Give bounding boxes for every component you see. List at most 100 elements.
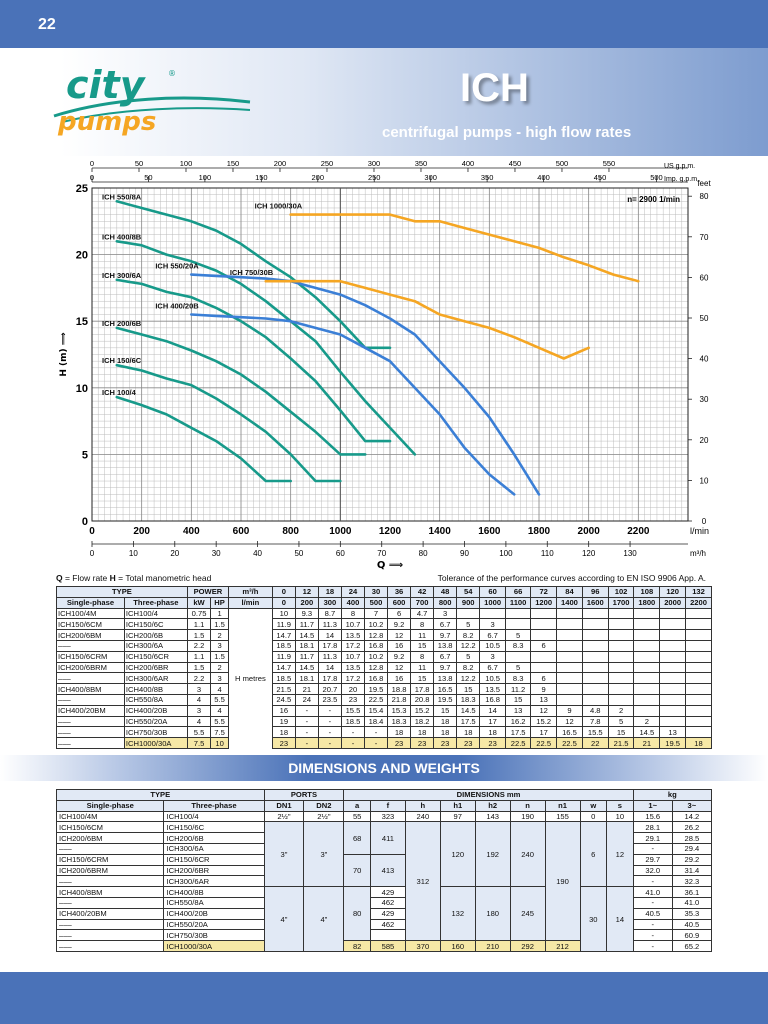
- head-value: [633, 629, 661, 641]
- head-value: -: [294, 726, 319, 739]
- head-value: 24: [294, 693, 319, 706]
- head-value: 11: [410, 661, 435, 674]
- head-value: [530, 607, 558, 620]
- three-phase-model: ICH100/4: [123, 607, 188, 620]
- head-value: 11.9: [271, 650, 296, 663]
- x-tick-label: 1200: [379, 526, 402, 537]
- q-text: = Flow rate: [62, 573, 110, 583]
- head-value: 8: [410, 618, 435, 631]
- column-header: Three-phase: [123, 596, 188, 609]
- dim-f: 462: [369, 918, 406, 931]
- flow-lmin: 900: [456, 596, 481, 609]
- power-hp: 7.5: [210, 726, 229, 739]
- curve-ich-300-6a: [115, 278, 392, 443]
- weight-single-phase: 15.6: [632, 810, 673, 823]
- head-value: 9.2: [387, 650, 412, 663]
- power-kw: 2.2: [186, 672, 212, 685]
- weight-single-phase: 29.1: [632, 832, 673, 844]
- y-tick-label: 0: [82, 516, 88, 528]
- flow-m3h: 96: [581, 586, 609, 598]
- head-unit-cell: [227, 640, 273, 652]
- dim-f: 413: [369, 853, 406, 888]
- head-value: 6.7: [433, 618, 458, 631]
- three-phase-model: ICH550/8A: [123, 693, 188, 706]
- head-value: [505, 650, 532, 663]
- usgpm-tick-label: 400: [462, 159, 475, 168]
- m3h-tick-label: 110: [541, 549, 554, 558]
- three-phase-model: ICH1000/30A: [123, 737, 188, 749]
- head-value: [607, 693, 635, 706]
- head-value: [659, 618, 687, 631]
- head-value: 12: [387, 629, 412, 641]
- single-phase-model: –––: [55, 918, 165, 931]
- dim-row: ICH400/8BM ICH400/8B 4" 4" 80 429 132 180 245 30 1…: [55, 886, 713, 952]
- power-kw: 7.5: [186, 737, 212, 749]
- single-phase-model: ICH200/6BRM: [56, 661, 125, 674]
- x-axis-label: Q ⟹: [377, 560, 403, 570]
- perf-row: ICH100/4M ICH100/4 0.75 1 10 9.3 8.7 8 7 6 4.7 3: [56, 607, 712, 620]
- flow-lmin: 1000: [479, 596, 507, 609]
- head-value: 11.7: [294, 618, 319, 631]
- weight-three-phase: 65.2: [671, 940, 713, 952]
- head-value: [633, 650, 661, 663]
- x-tick-label: 800: [282, 526, 299, 537]
- h-text: = Total manometric head: [115, 573, 212, 583]
- head-value: 19.5: [433, 693, 458, 706]
- head-value: 21: [294, 683, 319, 695]
- m3h-tick-label: 0: [90, 549, 95, 558]
- curve-ich-200-6b: [115, 326, 367, 456]
- m3h-tick-label: 50: [294, 549, 303, 558]
- column-header: h1: [439, 799, 476, 812]
- head-value: [659, 661, 687, 674]
- head-unit-cell: [227, 618, 273, 630]
- head-value: 19.5: [659, 737, 687, 749]
- weight-three-phase: 14.2: [671, 810, 713, 823]
- three-phase-model: ICH400/20B: [123, 704, 188, 717]
- perf-row: ––– ICH300/6A 2.2 3 18.5 18.1 17.8 17.2 16.8 16 15…: [56, 639, 712, 652]
- head-value: 8.2: [456, 661, 481, 674]
- head-value: 20.7: [317, 683, 342, 695]
- weight-single-phase: 41.0: [632, 886, 673, 898]
- single-phase-model: –––: [56, 737, 125, 749]
- head-value: 13: [505, 704, 532, 717]
- single-phase-model: –––: [56, 639, 125, 652]
- three-phase-model: ICH150/6CR: [163, 853, 265, 866]
- head-value: 6: [387, 607, 412, 620]
- head-value: 10.2: [363, 618, 389, 631]
- head-unit-cell: [227, 651, 273, 663]
- head-value: 5: [607, 715, 635, 728]
- y-tick-label: 10: [76, 383, 88, 395]
- usgpm-tick-label: 250: [321, 159, 334, 168]
- weight-three-phase: 60.9: [671, 929, 713, 942]
- head-value: -: [317, 715, 342, 728]
- head-value: 11.3: [317, 618, 342, 631]
- x-tick-label: 1800: [528, 526, 551, 537]
- head-value: 4.7: [410, 607, 435, 620]
- footer-bar: [0, 972, 768, 1024]
- flow-m3h: 0: [271, 586, 296, 598]
- single-phase-model: –––: [55, 875, 165, 888]
- head-value: 11.3: [317, 650, 342, 663]
- impgpm-tick-label: 250: [368, 173, 381, 182]
- head-value: [556, 639, 583, 652]
- feet-tick-label: 30: [700, 395, 709, 404]
- head-value: 8.3: [505, 672, 532, 685]
- head-value: [607, 672, 635, 685]
- flow-lmin: 600: [387, 596, 412, 609]
- head-value: 15: [410, 639, 435, 652]
- perf-row: ICH400/8BM ICH400/8B 3 4 21.5 21 20.7 20 19.5 18.…: [56, 683, 712, 695]
- flow-m3h: 24: [340, 586, 365, 598]
- flow-m3h: 42: [410, 586, 435, 598]
- weight-three-phase: 29.4: [671, 842, 713, 855]
- weight-three-phase: 29.2: [671, 853, 713, 866]
- feet-unit: feet: [697, 179, 711, 188]
- impgpm-tick-label: 300: [424, 173, 437, 182]
- head-value: 2: [607, 704, 635, 717]
- head-value: 3: [433, 607, 458, 620]
- head-value: [505, 618, 532, 631]
- curve-label: ICH 750/30B: [230, 268, 274, 277]
- head-value: [659, 683, 687, 695]
- flow-lmin: 500: [363, 596, 389, 609]
- three-phase-model: ICH150/6C: [163, 821, 265, 834]
- three-phase-model: ICH200/6B: [163, 832, 265, 844]
